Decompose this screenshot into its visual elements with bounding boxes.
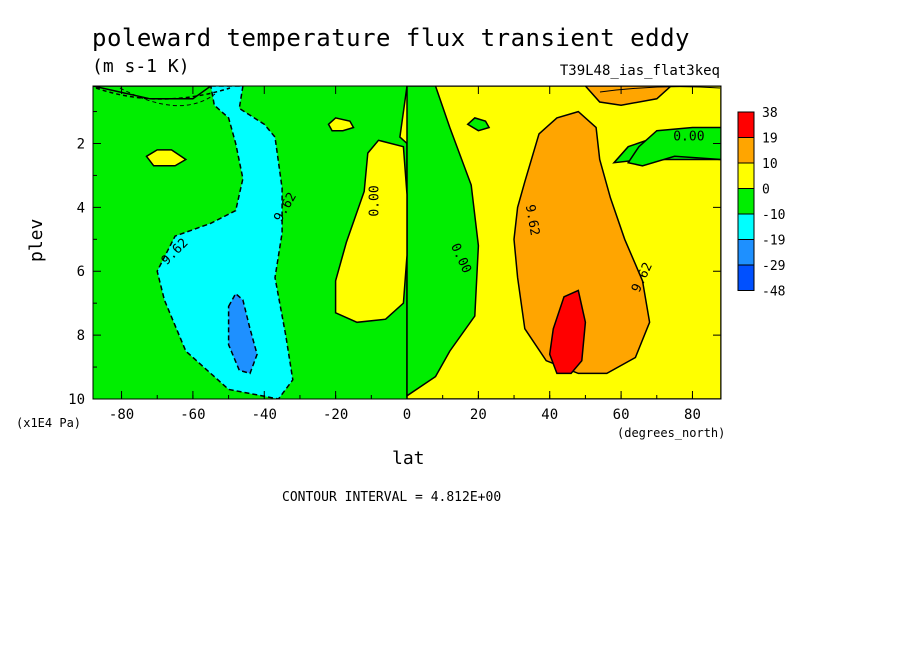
y-tick-label: 4 <box>77 200 85 216</box>
chart-title: poleward temperature flux transient eddy <box>92 24 690 52</box>
legend-label: -29 <box>762 259 785 274</box>
x-tick-label: 60 <box>613 407 630 423</box>
x-tick-label: 20 <box>470 407 487 423</box>
y-tick-label: 8 <box>77 328 85 344</box>
contour-line <box>95 87 231 100</box>
region-yellow-midlat-sh <box>334 139 408 324</box>
legend-swatch <box>737 213 755 240</box>
contour-line <box>599 86 721 93</box>
x-axis-units: (degrees_north) <box>617 426 726 440</box>
x-tick-label: -80 <box>109 407 134 423</box>
x-tick-label: 0 <box>403 407 411 423</box>
x-tick-label: 80 <box>684 407 701 423</box>
x-axis-label: lat <box>392 448 425 469</box>
region-yellow-small-sh2 <box>327 117 355 132</box>
y-axis-units: (x1E4 Pa) <box>16 416 82 430</box>
legend-swatch <box>737 162 755 189</box>
y-tick-label: 10 <box>68 392 85 408</box>
contour-label: 9.62 <box>522 203 542 236</box>
contour-label: 0.00 <box>367 185 382 216</box>
x-axis: -80 -60 -40 -20 0 20 40 60 80 <box>109 86 701 423</box>
color-legend: 38 19 10 0 -10 -19 -29 -48 <box>737 106 785 300</box>
y-tick-label: 6 <box>77 264 85 280</box>
x-tick-label: 40 <box>541 407 558 423</box>
filled-contour-regions <box>93 86 721 399</box>
run-id: T39L48_ias_flat3keq <box>559 63 720 79</box>
contour-label: 0.00 <box>673 130 704 145</box>
legend-label: 19 <box>762 132 778 147</box>
region-green-nh-tongue <box>406 86 480 398</box>
region-orange-nh <box>513 110 651 375</box>
region-green-small-nh <box>466 117 491 132</box>
region-green-top-nh <box>626 126 721 167</box>
region-red-nh <box>548 289 587 375</box>
legend-swatch <box>737 188 755 215</box>
legend-label: 0 <box>762 183 770 198</box>
legend-swatch <box>737 137 755 164</box>
legend-swatch <box>737 239 755 266</box>
region-cyan-sh <box>156 86 294 399</box>
y-axis: 2 4 6 8 10 <box>68 111 721 408</box>
region-yellow-small-sh <box>145 149 188 167</box>
contour-line <box>119 87 216 107</box>
contour-interval-note: CONTOUR INTERVAL = 4.812E+00 <box>282 490 502 505</box>
contour-lines <box>95 86 721 107</box>
legend-label: -19 <box>762 234 785 249</box>
chart-units: (m s-1 K) <box>92 56 190 77</box>
x-tick-label: -40 <box>252 407 277 423</box>
region-blue-sh <box>227 292 258 375</box>
x-tick-label: -60 <box>180 407 205 423</box>
legend-label: -10 <box>762 208 785 223</box>
legend-label: 38 <box>762 106 778 121</box>
legend-label: -48 <box>762 285 785 300</box>
y-tick-label: 2 <box>77 136 85 152</box>
x-tick-label: -20 <box>323 407 348 423</box>
legend-swatch <box>737 264 755 291</box>
legend-label: 10 <box>762 157 778 172</box>
legend-swatch <box>737 111 755 138</box>
